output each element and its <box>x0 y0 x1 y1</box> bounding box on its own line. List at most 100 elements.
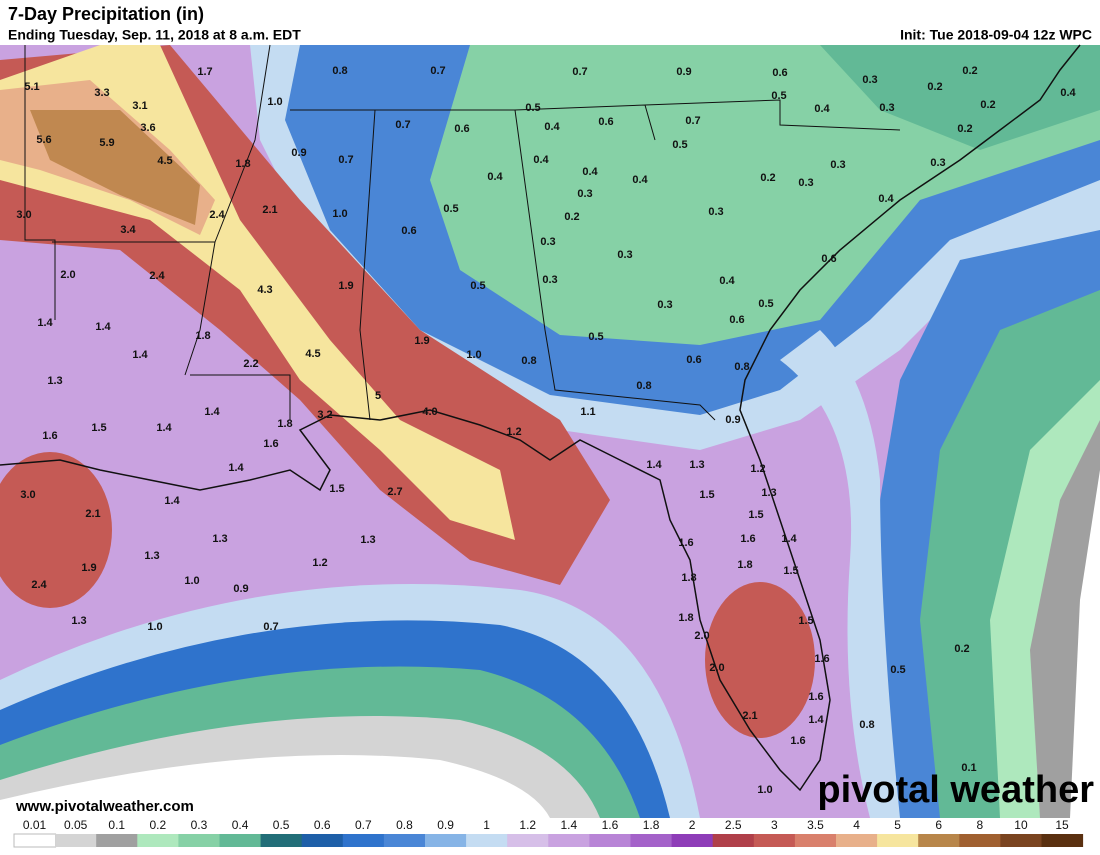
precip-label: 3.3 <box>94 87 109 99</box>
precip-label: 1.8 <box>235 158 250 170</box>
precip-label: 4.3 <box>257 284 272 296</box>
precip-label: 0.5 <box>470 280 485 292</box>
precip-label: 0.6 <box>401 225 416 237</box>
legend-label: 3.5 <box>807 818 824 832</box>
precip-label: 1.4 <box>646 459 662 471</box>
precip-label: 1.5 <box>329 483 344 495</box>
brand: pivotal weather <box>817 769 1094 811</box>
precip-label: 1.2 <box>750 463 765 475</box>
precip-label: 0.9 <box>291 147 306 159</box>
legend-swatch <box>1000 834 1042 847</box>
precip-label: 0.8 <box>859 719 874 731</box>
precip-label: 5.6 <box>36 134 51 146</box>
precip-label: 0.3 <box>577 188 592 200</box>
precip-label: 0.3 <box>540 236 555 248</box>
precip-label: 1.4 <box>204 406 220 418</box>
precip-label: 1.4 <box>228 462 244 474</box>
precip-label: 0.2 <box>954 643 969 655</box>
precip-label: 3.4 <box>120 224 136 236</box>
legend-label: 0.2 <box>150 818 167 832</box>
precip-label: 1.6 <box>678 537 693 549</box>
precip-label: 2.0 <box>60 269 75 281</box>
website: www.pivotalweather.com <box>15 798 194 815</box>
precip-label: 0.3 <box>617 249 632 261</box>
precip-label: 1.3 <box>71 615 86 627</box>
precip-label: 0.3 <box>930 157 945 169</box>
legend-label: 8 <box>977 818 984 832</box>
legend-label: 3 <box>771 818 778 832</box>
precip-label: 1.6 <box>790 735 805 747</box>
precip-label: 1.0 <box>267 96 282 108</box>
legend-label: 4 <box>853 818 860 832</box>
precip-label: 1.3 <box>689 459 704 471</box>
precip-label: 0.4 <box>878 193 894 205</box>
precip-label: 4.5 <box>157 155 172 167</box>
precip-label: 2.4 <box>149 270 165 282</box>
precip-label: 0.4 <box>544 121 560 133</box>
precip-label: 0.2 <box>760 172 775 184</box>
precip-label: 0.4 <box>814 103 830 115</box>
precip-label: 0.4 <box>719 275 735 287</box>
legend-label: 0.4 <box>232 818 249 832</box>
precip-label: 0.2 <box>980 99 995 111</box>
precip-label: 1.0 <box>466 349 481 361</box>
legend-swatch <box>301 834 344 847</box>
precip-label: 1.0 <box>332 208 347 220</box>
precip-field <box>0 45 1100 818</box>
title: 7-Day Precipitation (in) <box>8 4 204 24</box>
precip-label: 0.3 <box>657 299 672 311</box>
precip-label: 1.4 <box>808 714 824 726</box>
precip-label: 1.6 <box>42 430 57 442</box>
precip-label: 4.0 <box>422 406 437 418</box>
legend-swatch <box>55 834 97 847</box>
precip-label: 1.8 <box>678 612 693 624</box>
precip-label: 0.6 <box>454 123 469 135</box>
precip-label: 0.7 <box>430 65 445 77</box>
legend-swatch <box>219 834 262 847</box>
precip-label: 1.4 <box>781 533 797 545</box>
legend-swatch <box>466 834 508 847</box>
legend-swatch <box>96 834 138 847</box>
legend-swatch <box>342 834 385 847</box>
precip-label: 0.2 <box>927 81 942 93</box>
precip-label: 2.1 <box>262 204 277 216</box>
map <box>0 44 1100 818</box>
precip-label: 0.8 <box>636 380 651 392</box>
precip-label: 1.6 <box>814 653 829 665</box>
precip-label: 0.5 <box>525 102 540 114</box>
legend-label: 0.7 <box>355 818 372 832</box>
precip-label: 1.8 <box>737 559 752 571</box>
precip-label: 3.2 <box>317 409 332 421</box>
legend-swatch <box>794 834 837 847</box>
precip-label: 0.6 <box>686 354 701 366</box>
precip-label: 1.2 <box>312 557 327 569</box>
legend-label: 1.8 <box>643 818 660 832</box>
legend-swatch <box>1041 834 1084 847</box>
legend-swatch <box>137 834 179 847</box>
legend-label: 0.1 <box>108 818 125 832</box>
legend-swatch <box>589 834 631 847</box>
legend-label: 6 <box>935 818 942 832</box>
precip-label: 0.3 <box>862 74 877 86</box>
precip-label: 0.7 <box>685 115 700 127</box>
precip-label: 0.3 <box>798 177 813 189</box>
precip-label: 1.4 <box>95 321 111 333</box>
precip-label: 5.1 <box>24 81 39 93</box>
legend-label: 0.6 <box>314 818 331 832</box>
precip-label: 2.1 <box>742 710 757 722</box>
precip-label: 1.9 <box>81 562 96 574</box>
precip-label: 1.6 <box>263 438 278 450</box>
legend-swatch <box>507 834 549 847</box>
precip-label: 0.4 <box>632 174 648 186</box>
precip-label: 2.7 <box>387 486 402 498</box>
precip-label: 1.0 <box>147 621 162 633</box>
precip-label: 1.5 <box>91 422 106 434</box>
precip-label: 1.5 <box>699 489 714 501</box>
precip-label: 1.7 <box>197 66 212 78</box>
legend-swatch <box>13 833 57 848</box>
precip-label: 1.5 <box>783 565 798 577</box>
precip-label: 1.3 <box>761 487 776 499</box>
legend-swatch <box>260 834 303 847</box>
legend-label: 10 <box>1014 818 1028 832</box>
precip-label: 4.5 <box>305 348 320 360</box>
